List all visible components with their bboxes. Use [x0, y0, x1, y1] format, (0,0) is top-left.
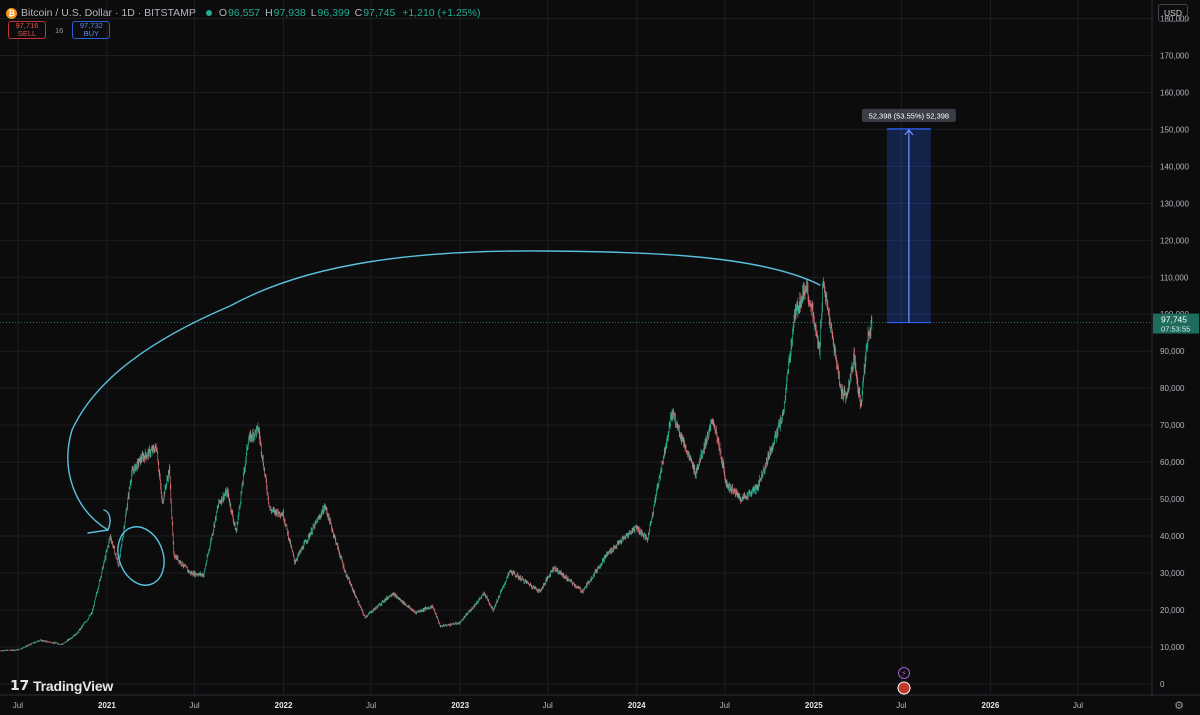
- symbol-header[interactable]: ₿ Bitcoin / U.S. Dollar · 1D · BITSTAMP …: [6, 5, 481, 21]
- open-value: 96,557: [228, 7, 261, 19]
- x-tick-label: Jul: [720, 701, 730, 710]
- x-tick-label: Jul: [13, 701, 23, 710]
- y-tick-label: 30,000: [1160, 569, 1185, 578]
- x-tick-label: 2024: [628, 701, 646, 710]
- market-status-icon: [205, 10, 212, 16]
- brand-label: TradingView: [33, 677, 114, 694]
- x-tick-label: 2026: [982, 701, 1000, 710]
- settings-icon[interactable]: ⚙: [1174, 699, 1184, 712]
- y-tick-label: 150,000: [1160, 125, 1189, 134]
- y-tick-label: 70,000: [1160, 421, 1185, 430]
- freehand-circle: [117, 526, 165, 586]
- x-tick-label: Jul: [366, 701, 376, 710]
- measure-arrow-head: [904, 128, 914, 136]
- bitcoin-icon: ₿: [6, 7, 17, 19]
- y-tick-label: 80,000: [1160, 384, 1185, 393]
- x-tick-label: 2025: [805, 701, 823, 710]
- y-tick-label: 180,000: [1160, 14, 1189, 23]
- price-tag-value: 97,745: [1161, 315, 1187, 325]
- x-tick-label: Jul: [189, 701, 199, 710]
- trade-buttons: 97,716 SELL 16 97,732 BUY: [8, 21, 111, 39]
- y-tick-label: 60,000: [1160, 458, 1185, 467]
- price-tag-countdown: 07:53:55: [1161, 325, 1190, 334]
- currency-button[interactable]: USD: [1158, 4, 1188, 22]
- x-tick-label: Jul: [543, 701, 553, 710]
- x-tick-label: 2021: [98, 701, 116, 710]
- buy-button[interactable]: 97,732 BUY: [72, 21, 111, 39]
- x-tick-label: 2022: [275, 701, 293, 710]
- buy-price: 97,732: [79, 21, 103, 30]
- y-tick-label: 110,000: [1160, 273, 1189, 282]
- symbol-title[interactable]: Bitcoin / U.S. Dollar · 1D · BITSTAMP: [21, 7, 196, 19]
- candles: [0, 277, 873, 652]
- price-axis: [1152, 0, 1200, 695]
- event-flag-icon: [897, 681, 911, 695]
- tradingview-icon: 𝟭𝟳: [10, 677, 30, 693]
- tradingview-logo[interactable]: 𝟭𝟳 TradingView: [10, 677, 113, 694]
- y-tick-label: 120,000: [1160, 236, 1189, 245]
- spread-value: 16: [55, 25, 64, 35]
- event-bolt-icon: [898, 667, 910, 679]
- measure-label: 52,398 (53.55%) 52,398: [869, 111, 949, 120]
- y-tick-label: 130,000: [1160, 199, 1189, 208]
- high-value: 97,938: [273, 7, 306, 19]
- low-value: 96,399: [317, 7, 350, 19]
- measure-label-bg: [861, 108, 956, 122]
- freehand-arc: [67, 250, 821, 534]
- x-tick-label: Jul: [896, 701, 906, 710]
- sell-label: SELL: [17, 29, 37, 38]
- y-tick-label: 0: [1160, 680, 1165, 689]
- event-bolt-glyph: ⚡: [901, 669, 907, 678]
- y-tick-label: 90,000: [1160, 347, 1185, 356]
- buy-label: BUY: [83, 29, 100, 38]
- x-tick-label: 2023: [451, 701, 469, 710]
- y-tick-label: 10,000: [1160, 643, 1185, 652]
- y-tick-label: 170,000: [1160, 51, 1189, 60]
- y-tick-label: 160,000: [1160, 88, 1189, 97]
- price-tag: [1153, 313, 1199, 334]
- y-tick-label: 50,000: [1160, 495, 1185, 504]
- sell-button[interactable]: 97,716 SELL: [8, 21, 46, 39]
- y-tick-label: 40,000: [1160, 532, 1185, 541]
- close-value: 97,745: [363, 7, 396, 19]
- sell-price: 97,716: [15, 21, 39, 30]
- y-tick-label: 140,000: [1160, 162, 1189, 171]
- y-tick-label: 20,000: [1160, 606, 1185, 615]
- ohlc-values: O96,557 H97,938 L96,399 C97,745 +1,210 (…: [218, 7, 481, 19]
- change-value: +1,210 (+1.25%): [402, 7, 481, 19]
- x-tick-label: Jul: [1073, 701, 1083, 710]
